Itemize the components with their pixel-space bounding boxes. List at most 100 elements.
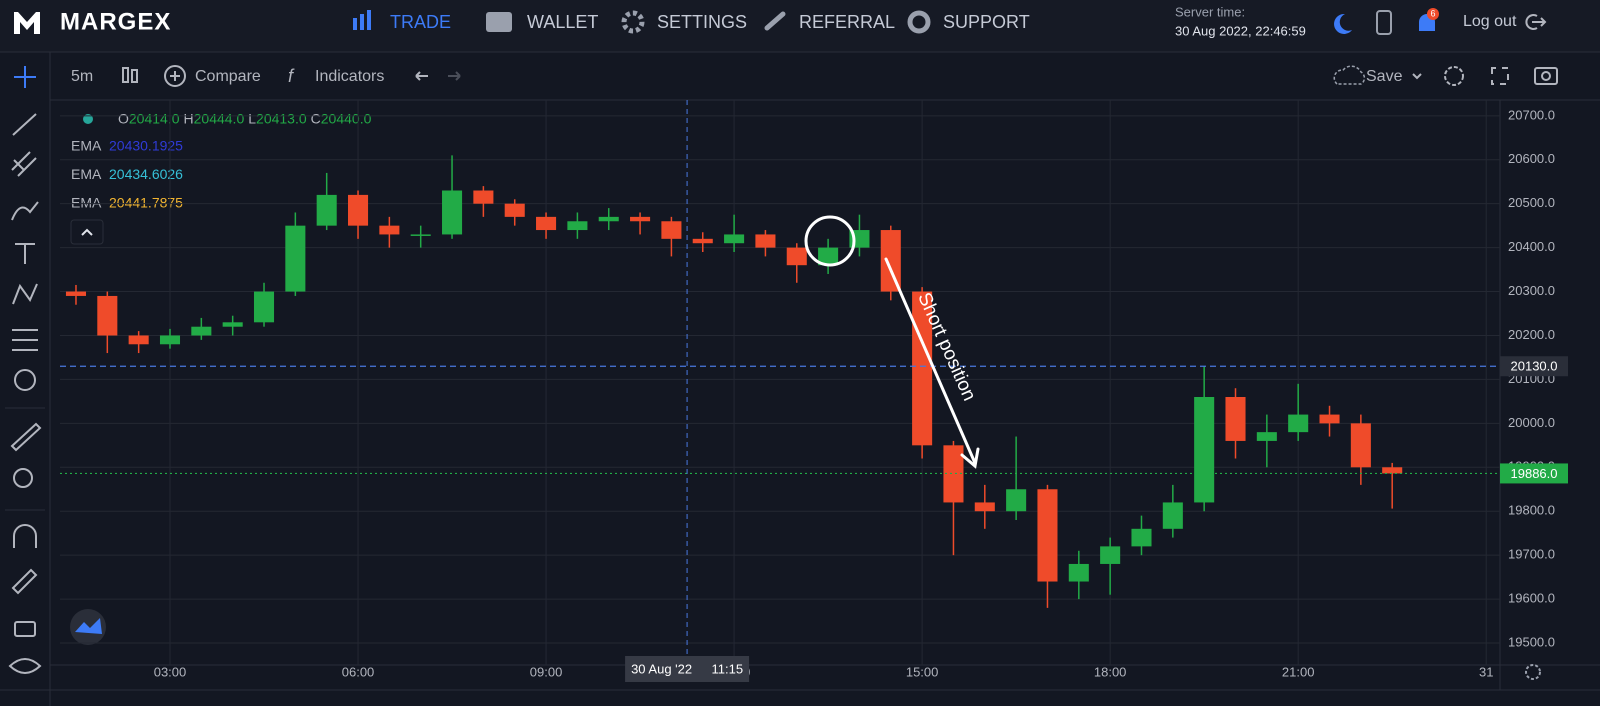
nav-item: WALLET: [527, 12, 598, 32]
icon: [170, 71, 180, 81]
save-button[interactable]: Save: [1333, 65, 1422, 85]
nav-referral[interactable]: REFERRAL: [764, 11, 895, 32]
nav-support[interactable]: SUPPORT: [907, 10, 1030, 34]
candle-body: [661, 221, 682, 239]
candle-body: [128, 335, 149, 345]
icon: f: [288, 66, 295, 86]
pattern-tool[interactable]: [12, 283, 38, 305]
candle-body: [1225, 396, 1246, 441]
emoji-tool[interactable]: [14, 369, 36, 391]
text-tool[interactable]: [15, 243, 35, 264]
candle-body: [880, 230, 901, 292]
notifications[interactable]: 6: [1419, 8, 1439, 31]
indicators-text: Indicators: [315, 68, 384, 85]
y-tick-label: 20700.0: [1508, 107, 1555, 122]
zoom-tool[interactable]: [13, 468, 33, 488]
x-tick-label: 31: [1479, 664, 1493, 679]
lock-drawings-tool[interactable]: [11, 568, 38, 595]
nav-settings[interactable]: SETTINGS: [621, 10, 747, 34]
crosshair-tool[interactable]: [14, 66, 36, 88]
theme-toggle[interactable]: [1334, 13, 1352, 34]
ema-value: 20430.1925: [109, 138, 183, 154]
icon: [122, 67, 129, 83]
nav-wallet[interactable]: WALLET: [486, 12, 598, 32]
indicators-button[interactable]: f Indicators: [288, 66, 384, 86]
mobile-app-button[interactable]: [1376, 10, 1392, 35]
save-text: Save: [1366, 68, 1403, 85]
nav-trade[interactable]: TRADE: [353, 10, 451, 32]
candle-body: [1382, 467, 1403, 474]
candle-body: [1100, 546, 1121, 564]
candle-body: [1131, 528, 1152, 547]
redo-button[interactable]: [448, 71, 461, 81]
ohlc-label: H: [184, 111, 194, 127]
y-tick-label: 20300.0: [1508, 283, 1555, 298]
hide-tool[interactable]: [8, 658, 42, 674]
candle-body: [1037, 489, 1058, 582]
candle-body: [159, 335, 181, 345]
x-tick-label: 09:00: [530, 664, 563, 679]
annotation-arrow: [884, 257, 980, 469]
drawing-tools: [5, 66, 45, 674]
candle-body: [379, 225, 400, 235]
icon: [353, 18, 357, 30]
icon: [764, 11, 786, 31]
status-dot: [83, 114, 93, 124]
ema-label: EMA: [71, 195, 102, 211]
icon: [1412, 73, 1422, 80]
candle-body: [1256, 432, 1277, 441]
candle-body: [97, 295, 118, 336]
price-label: 19886.0: [1511, 466, 1558, 481]
fib-tool[interactable]: [11, 151, 37, 177]
candle-body: [191, 326, 212, 336]
compare-button[interactable]: Compare: [164, 65, 261, 87]
unlock-tool[interactable]: [14, 621, 36, 637]
axis-settings-button[interactable]: [1525, 664, 1541, 680]
price-label-box: [1500, 463, 1568, 484]
y-tick-label: 20500.0: [1508, 195, 1555, 210]
logout[interactable]: Log out: [1463, 13, 1547, 30]
price-label-box: [1500, 356, 1568, 377]
y-tick-label: 20600.0: [1508, 151, 1555, 166]
undo-button[interactable]: [415, 71, 428, 81]
logo-mark: [14, 12, 40, 34]
candle-body: [442, 190, 463, 235]
crosshair-label-box: [625, 656, 750, 682]
candle-body: [598, 216, 619, 222]
candle-body: [786, 247, 807, 266]
candle-body: [316, 194, 337, 226]
prediction-tool[interactable]: [12, 329, 38, 351]
logo[interactable]: MARGEX: [14, 8, 171, 35]
icon: [164, 65, 186, 87]
interval-button[interactable]: 5m: [71, 68, 93, 85]
ohlc-value: 20440.0: [321, 111, 372, 127]
y-tick-label: 20000.0: [1508, 415, 1555, 430]
ohlc-value: 20413.0: [256, 111, 307, 127]
logout-icon: [1525, 14, 1547, 30]
candle-body: [1350, 423, 1371, 468]
chart-settings-button[interactable]: [1444, 66, 1464, 86]
candle-body: [755, 234, 776, 248]
icon: [81, 228, 93, 236]
screenshot-button[interactable]: [1534, 67, 1558, 85]
candle-body: [1006, 489, 1027, 512]
fullscreen-button[interactable]: [1491, 67, 1509, 85]
ema-value: 20441.7875: [109, 195, 183, 211]
collapse-legend-button[interactable]: [70, 219, 104, 245]
magnet-tool[interactable]: [13, 524, 37, 548]
badge-count: 6: [1430, 8, 1435, 18]
ema-value: 20434.6026: [109, 166, 183, 182]
measure-tool[interactable]: [10, 422, 42, 452]
logo-text: MARGEX: [60, 8, 171, 35]
crosshair-time: 11:15: [712, 661, 744, 676]
nav-item: SUPPORT: [943, 12, 1030, 32]
x-tick-label: 18:00: [1094, 664, 1127, 679]
crosshair-date: 30 Aug '22: [631, 661, 692, 676]
trend-line-tool[interactable]: [12, 113, 37, 136]
candle-body: [692, 238, 713, 244]
chart-type-button[interactable]: [122, 67, 138, 83]
badge: [1427, 8, 1439, 20]
icon: [907, 10, 931, 34]
brush-tool[interactable]: [11, 201, 39, 221]
